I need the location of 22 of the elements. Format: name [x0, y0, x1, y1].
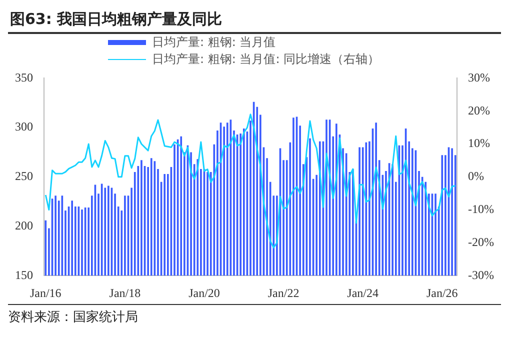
- y-tick-label: 200: [15, 218, 33, 232]
- x-tick-label: Jan/22: [268, 286, 300, 300]
- y-tick-label: 150: [15, 268, 33, 282]
- text: 资料来源：国家统计局: [8, 309, 139, 326]
- y2-tick-label: -20%: [468, 234, 494, 249]
- x-tick-label: Jan/20: [188, 286, 220, 300]
- chart-title: 图63: 我国日均粗钢产量及同比: [8, 8, 501, 34]
- x-tick-label: Jan/16: [30, 286, 62, 300]
- x-tick-label: Jan/24: [347, 286, 379, 300]
- y-tick-label: 250: [15, 169, 33, 184]
- y2-tick-label: 20%: [468, 103, 490, 118]
- legend-label: 日均产量: 粗钢: 当月值: [152, 34, 276, 51]
- y2-tick-label: 0%: [468, 169, 484, 184]
- y2-tick-label: -10%: [468, 202, 494, 216]
- legend-label: 日均产量: 粗钢: 当月值: 同比增速（右轴）: [152, 51, 380, 68]
- x-tick-label: Jan/26: [426, 286, 458, 300]
- x-tick-label: Jan/18: [109, 286, 141, 300]
- y2-tick-label: 10%: [468, 136, 490, 150]
- y2-tick-label: 30%: [468, 70, 490, 84]
- y-tick-label: 300: [15, 120, 33, 134]
- y2-tick-label: -30%: [468, 268, 494, 282]
- y-tick-label: 350: [15, 70, 33, 84]
